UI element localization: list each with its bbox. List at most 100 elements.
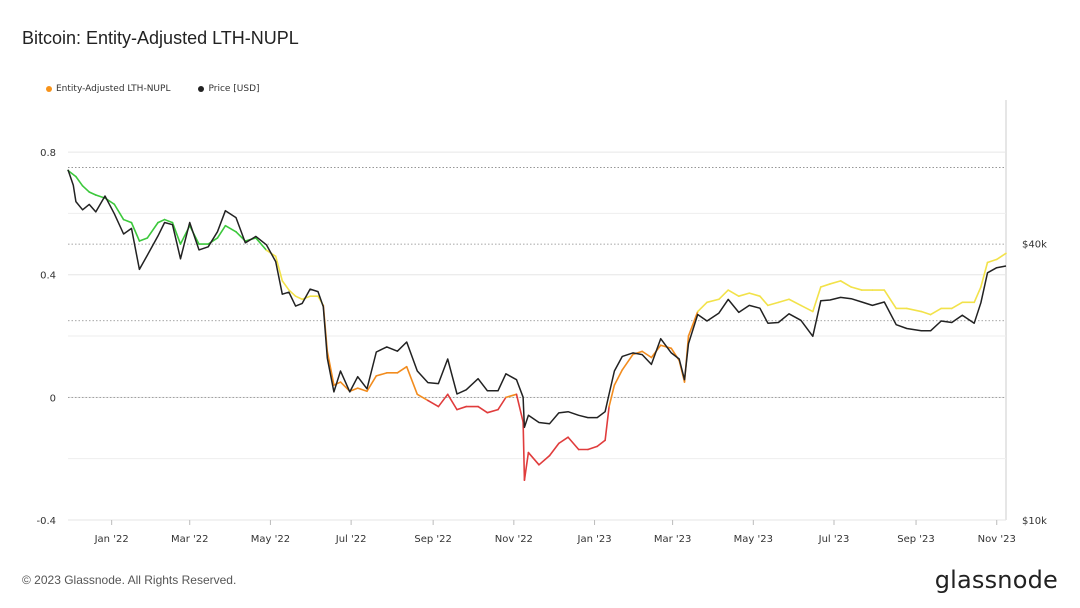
x-axis-tick-label: Nov '22 — [495, 534, 533, 545]
nupl-line-segment — [641, 350, 653, 359]
nupl-line-segment — [748, 292, 761, 298]
nupl-line-segment — [326, 350, 335, 386]
nupl-line-segment — [122, 218, 133, 224]
nupl-line-segment — [659, 344, 673, 350]
nupl-line-segment — [366, 375, 378, 393]
nupl-line-segment — [905, 307, 923, 313]
nupl-line-segment — [348, 387, 359, 393]
nupl-line-segment — [456, 405, 468, 411]
nupl-line-segment — [995, 252, 1007, 261]
nupl-line-segment — [288, 289, 297, 298]
x-axis-tick-label: Mar '22 — [171, 534, 209, 545]
legend-nupl-label: Entity-Adjusted LTH-NUPL — [56, 84, 171, 94]
nupl-line-segment — [339, 381, 351, 393]
legend-item-price[interactable]: Price [USD] — [198, 84, 260, 94]
nupl-line-segment — [244, 237, 257, 242]
nupl-line-segment — [163, 218, 174, 224]
nupl-line-segment — [558, 436, 569, 445]
legend-price-dot-icon — [198, 86, 205, 92]
nupl-line-segment — [678, 359, 686, 383]
x-axis-tick-label: May '23 — [734, 534, 773, 545]
nupl-line-segment — [632, 350, 643, 356]
nupl-line-segment — [621, 353, 634, 371]
nupl-line-segment — [737, 292, 751, 298]
nupl-line-segment — [81, 185, 90, 193]
grid-lines — [68, 100, 1007, 521]
nupl-line-segment — [839, 280, 853, 288]
nupl-line-segment — [505, 393, 518, 399]
x-axis-tick-label: Jan '22 — [94, 534, 129, 545]
nupl-line-segment — [819, 283, 831, 288]
right-axis-tick-label: $10k — [1022, 516, 1047, 527]
nupl-line-segment — [687, 310, 699, 337]
nupl-line-segment — [980, 261, 989, 288]
nupl-line-segment — [696, 301, 708, 313]
nupl-line-segment — [759, 295, 769, 307]
nupl-line-segment — [224, 224, 237, 233]
price-series — [67, 169, 1007, 429]
nupl-line-segment — [788, 298, 802, 307]
x-axis-tick-label: Jul '22 — [335, 534, 367, 545]
nupl-line-segment — [920, 310, 932, 316]
nupl-line-segment — [767, 301, 780, 307]
chart-title: Bitcoin: Entity-Adjusted LTH-NUPL — [22, 28, 299, 48]
nupl-line-segment — [777, 298, 790, 304]
nupl-line-segment — [265, 249, 277, 258]
nupl-line-segment — [188, 224, 200, 245]
x-axis-tick-label: Jan '23 — [577, 534, 612, 545]
nupl-line-segment — [171, 221, 182, 245]
x-axis-ticks: Jan '22 Mar '22 May '22 Jul '22 Sep '22 Nov '… — [94, 520, 1016, 545]
nupl-line-segment — [207, 237, 219, 245]
nupl-line-segment — [75, 175, 84, 187]
nupl-line-segment — [986, 258, 998, 264]
nupl-line-segment — [727, 289, 740, 298]
nupl-line-segment — [67, 169, 77, 178]
nupl-line-segment — [94, 194, 106, 199]
nupl-line-segment — [294, 295, 303, 301]
nupl-line-segment — [706, 298, 720, 304]
nupl-line-segment — [317, 295, 325, 307]
nupl-line-segment — [301, 295, 311, 301]
nupl-line-segment — [416, 393, 429, 402]
x-axis-tick-label: Mar '23 — [654, 534, 692, 545]
nupl-line-segment — [567, 436, 580, 451]
left-axis-tick-label: 0.8 — [40, 148, 56, 159]
nupl-line-segment — [477, 405, 489, 414]
nupl-line-segment — [829, 280, 842, 285]
nupl-series — [67, 169, 1007, 481]
nupl-line-segment — [396, 365, 408, 374]
legend-nupl-dot-icon — [46, 86, 52, 92]
nupl-line-segment — [850, 286, 863, 291]
nupl-line-segment — [157, 218, 166, 224]
nupl-line-segment — [548, 442, 560, 457]
nupl-line-segment — [973, 286, 982, 304]
nupl-line-segment — [146, 221, 159, 239]
nupl-line-segment — [883, 289, 897, 310]
left-axis-tick-label: 0 — [50, 393, 56, 404]
nupl-line-segment — [538, 454, 551, 466]
x-axis-tick-label: Nov '23 — [978, 534, 1016, 545]
left-axis-tick-label: -0.4 — [36, 516, 56, 527]
nupl-line-segment — [523, 451, 530, 481]
copyright-text: © 2023 Glassnode. All Rights Reserved. — [22, 573, 237, 587]
nupl-line-segment — [113, 203, 125, 221]
nupl-line-segment — [333, 381, 342, 386]
chart-legend: Entity-Adjusted LTH-NUPL Price [USD] — [46, 84, 260, 94]
nupl-line-segment — [235, 231, 247, 242]
x-axis-tick-label: Sep '22 — [414, 534, 452, 545]
nupl-line-segment — [281, 280, 290, 291]
nupl-line-segment — [104, 197, 116, 206]
nupl-line-segment — [130, 221, 141, 242]
x-axis-tick-label: Jul '23 — [818, 534, 850, 545]
left-axis-ticks: -0.4 0 0.4 0.8 — [36, 148, 56, 527]
x-axis-tick-label: Sep '23 — [897, 534, 935, 545]
left-axis-tick-label: 0.4 — [40, 271, 56, 282]
nupl-line-segment — [929, 307, 942, 316]
nupl-line-segment — [596, 439, 606, 448]
nupl-line-segment — [527, 451, 540, 466]
legend-item-nupl[interactable]: Entity-Adjusted LTH-NUPL — [46, 84, 170, 94]
nupl-line-segment — [375, 372, 388, 377]
nupl-line-segment — [405, 365, 419, 396]
right-axis-tick-label: $40k — [1022, 239, 1047, 250]
